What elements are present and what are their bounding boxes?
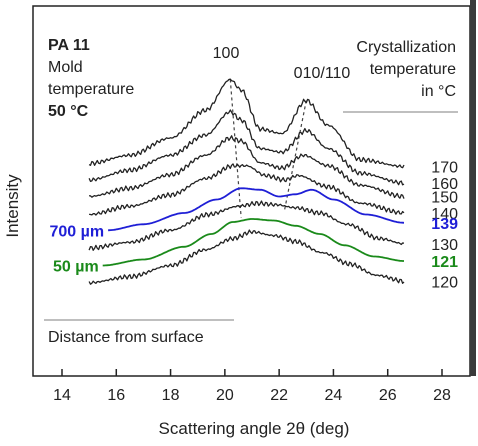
- curve-120: [88, 229, 405, 285]
- temperature-label: temperature: [48, 81, 134, 98]
- temperature-label-121: 121: [431, 254, 458, 271]
- peak-label-100: 100: [213, 45, 240, 62]
- curve-139: [108, 187, 405, 232]
- x-tick-label: 22: [270, 387, 288, 404]
- peak-guide-line: [229, 79, 242, 218]
- temperature-label-120: 120: [431, 274, 458, 291]
- depth-label-121: 50 µm: [53, 259, 99, 276]
- curve-130: [88, 200, 405, 251]
- legend-title-line2: temperature: [370, 61, 456, 78]
- curve-140: [88, 163, 405, 216]
- temperature-label-160: 160: [431, 176, 458, 193]
- y-axis-label: Intensity: [3, 174, 22, 238]
- right-border-bar: [470, 0, 476, 376]
- curve-150: [89, 135, 405, 199]
- x-tick-label: 26: [379, 387, 397, 404]
- x-tick-label: 28: [433, 387, 451, 404]
- x-axis: 14 16 18 20 22 24 26 28: [53, 369, 451, 404]
- temperature-label-130: 130: [431, 237, 458, 254]
- peak-label-010-110: 010/110: [294, 65, 351, 82]
- x-tick-label: 18: [162, 387, 180, 404]
- depth-label-139: 700 µm: [50, 223, 105, 240]
- x-tick-label: 14: [53, 387, 71, 404]
- x-tick-label: 24: [325, 387, 343, 404]
- curve-160: [88, 109, 405, 186]
- distance-label: Distance from surface: [48, 329, 204, 346]
- temperature-label-170: 170: [431, 160, 458, 177]
- legend-title-line3: in °C: [421, 83, 456, 100]
- mold-temperature-value: 50 °C: [48, 103, 89, 120]
- material-label: PA 11: [48, 37, 90, 54]
- mold-label: Mold: [48, 59, 83, 76]
- legend-title-line1: Crystallization: [356, 39, 456, 56]
- curve-121: [102, 218, 404, 267]
- peak-guide-lines: [229, 79, 307, 218]
- x-axis-label: Scattering angle 2θ (deg): [159, 419, 350, 438]
- peak-guide-line: [283, 100, 307, 211]
- curve-170: [88, 78, 405, 169]
- x-tick-label: 20: [216, 387, 234, 404]
- temperature-label-140: 140: [431, 206, 458, 223]
- temperature-label-139: 139: [431, 216, 458, 233]
- x-tick-label: 16: [107, 387, 125, 404]
- temperature-label-150: 150: [431, 190, 458, 207]
